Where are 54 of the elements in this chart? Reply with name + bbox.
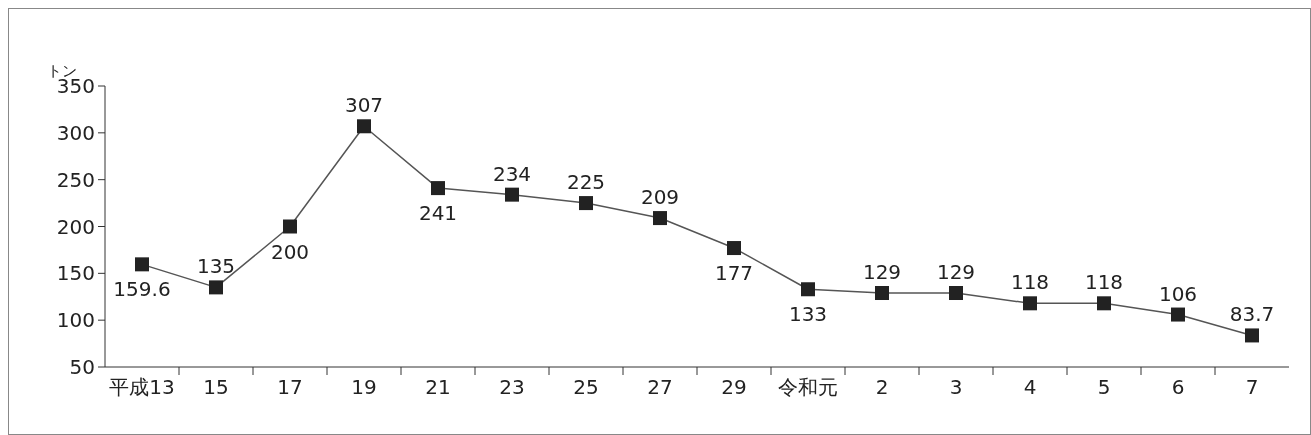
x-tick-label: 平成13: [109, 375, 175, 399]
x-tick-label: 15: [203, 375, 229, 399]
point: [727, 241, 741, 256]
x-tick-label: 7: [1245, 375, 1259, 399]
data-label: 133: [788, 302, 828, 327]
x-tick-label: 19: [351, 375, 377, 399]
point: [209, 280, 223, 295]
y-tick-label: 250: [56, 167, 95, 192]
x-tick-label: 17: [277, 375, 303, 399]
point: [135, 257, 149, 272]
y-tick-label: 100: [56, 308, 95, 333]
point: [1245, 328, 1259, 343]
point: [875, 286, 889, 300]
x-tick-label: 3: [949, 375, 963, 399]
data-label: 83.7: [1229, 302, 1275, 327]
point: [1097, 296, 1111, 311]
data-label: 129: [936, 260, 976, 284]
data-label: 106: [1158, 281, 1198, 306]
point: [579, 196, 593, 211]
x-tick-label: 5: [1097, 375, 1111, 399]
point: [1171, 307, 1185, 322]
y-tick-label: 200: [56, 214, 95, 239]
x-tick-label: 令和元: [778, 375, 838, 399]
x-tick-label: 21: [425, 375, 451, 399]
y-tick-label: 150: [56, 261, 95, 286]
data-label: 307: [344, 93, 384, 118]
data-label: 234: [492, 161, 532, 186]
point: [1023, 296, 1037, 311]
data-label: 225: [566, 170, 606, 195]
point: [431, 181, 445, 196]
point: [949, 286, 963, 300]
data-label: 118: [1010, 270, 1050, 295]
data-label: 241: [418, 201, 458, 226]
y-tick-label: 50: [69, 355, 95, 379]
point: [505, 187, 519, 202]
y-tick-label: 300: [56, 120, 95, 145]
x-tick-label: 29: [721, 375, 747, 399]
data-label: 209: [640, 185, 680, 210]
point: [653, 211, 667, 226]
data-label: 177: [714, 261, 754, 286]
x-tick-label: 27: [647, 375, 673, 399]
point: [357, 119, 371, 134]
data-label: 159.6: [113, 277, 171, 302]
x-tick-label: 23: [499, 375, 525, 399]
x-tick-label: 25: [573, 375, 599, 399]
x-tick-label: 6: [1171, 375, 1185, 399]
data-label: 135: [196, 254, 236, 279]
data-label: 118: [1084, 270, 1124, 295]
x-tick-label: 2: [875, 375, 889, 399]
x-tick-label: 4: [1023, 375, 1037, 399]
point: [801, 282, 815, 297]
point: [283, 219, 297, 234]
data-label: 200: [270, 239, 310, 264]
data-label: 129: [862, 260, 902, 284]
